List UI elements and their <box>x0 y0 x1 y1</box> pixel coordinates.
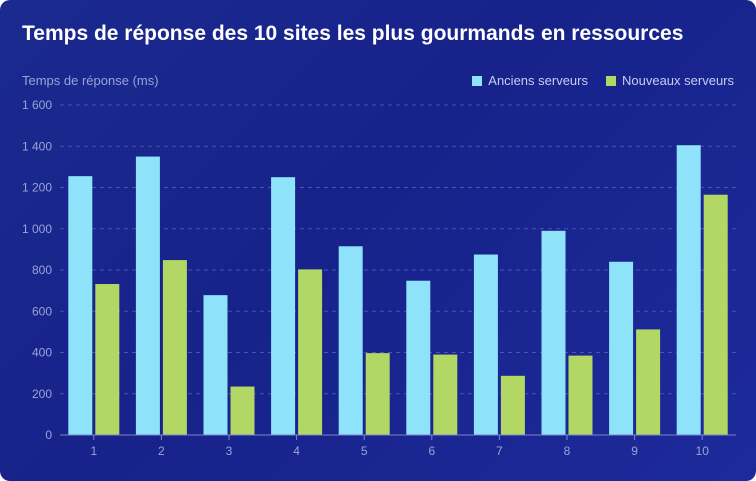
bar-anciens[interactable] <box>338 246 363 435</box>
y-tick-label: 1 600 <box>22 98 52 112</box>
x-tick-label: 10 <box>696 444 710 458</box>
bar-nouveaux[interactable] <box>298 269 323 435</box>
x-tick-label: 4 <box>293 444 300 458</box>
x-tick-label: 9 <box>631 444 638 458</box>
bars <box>68 145 728 435</box>
legend-swatch-anciens <box>472 75 483 86</box>
bar-nouveaux[interactable] <box>636 329 661 435</box>
bar-nouveaux[interactable] <box>95 284 120 435</box>
bar-nouveaux[interactable] <box>500 375 525 435</box>
x-tick-label: 1 <box>90 444 97 458</box>
legend-swatch-nouveaux <box>606 75 616 86</box>
x-tick-label: 6 <box>428 444 435 458</box>
bar-anciens[interactable] <box>609 261 634 435</box>
y-tick-label: 0 <box>45 428 52 442</box>
bar-nouveaux[interactable] <box>568 355 593 435</box>
bar-anciens[interactable] <box>271 177 296 435</box>
y-tick-label: 800 <box>32 263 52 277</box>
x-axis-ticks: 1 2 3 4 5 6 7 8 9 10 <box>90 435 709 458</box>
y-tick-label: 1 400 <box>22 139 52 153</box>
y-axis-label: Temps de réponse (ms) <box>22 73 159 88</box>
x-tick-label: 7 <box>496 444 503 458</box>
bar-anciens[interactable] <box>406 280 431 435</box>
bar-anciens[interactable] <box>135 156 160 435</box>
bar-anciens[interactable] <box>203 295 228 435</box>
legend-item-anciens[interactable]: Anciens serveurs <box>472 73 588 88</box>
x-tick-label: 5 <box>361 444 368 458</box>
chart-title: Temps de réponse des 10 sites les plus g… <box>22 22 684 45</box>
bar-nouveaux[interactable] <box>162 260 187 435</box>
bar-anciens[interactable] <box>541 230 566 435</box>
y-tick-label: 200 <box>32 387 52 401</box>
bar-nouveaux[interactable] <box>433 354 458 435</box>
bar-anciens[interactable] <box>676 145 701 435</box>
y-axis-ticks: 0 200 400 600 800 1 000 1 200 1 400 1 600 <box>22 98 52 442</box>
bar-nouveaux[interactable] <box>703 194 728 435</box>
bar-nouveaux[interactable] <box>365 353 390 435</box>
legend-item-nouveaux[interactable]: Nouveaux serveurs <box>606 73 734 88</box>
x-tick-label: 8 <box>564 444 571 458</box>
bar-anciens[interactable] <box>68 176 93 435</box>
y-tick-label: 600 <box>32 304 52 318</box>
legend-label-nouveaux: Nouveaux serveurs <box>622 73 734 88</box>
y-tick-label: 1 200 <box>22 181 52 195</box>
chart-legend: Anciens serveurs Nouveaux serveurs <box>472 73 734 88</box>
legend-label-anciens: Anciens serveurs <box>488 73 588 88</box>
y-tick-label: 400 <box>32 346 52 360</box>
y-tick-label: 1 000 <box>22 222 52 236</box>
x-tick-label: 2 <box>158 444 165 458</box>
x-tick-label: 3 <box>226 444 233 458</box>
bar-nouveaux[interactable] <box>230 386 255 435</box>
bar-anciens[interactable] <box>473 254 498 435</box>
grid-lines <box>60 104 736 395</box>
